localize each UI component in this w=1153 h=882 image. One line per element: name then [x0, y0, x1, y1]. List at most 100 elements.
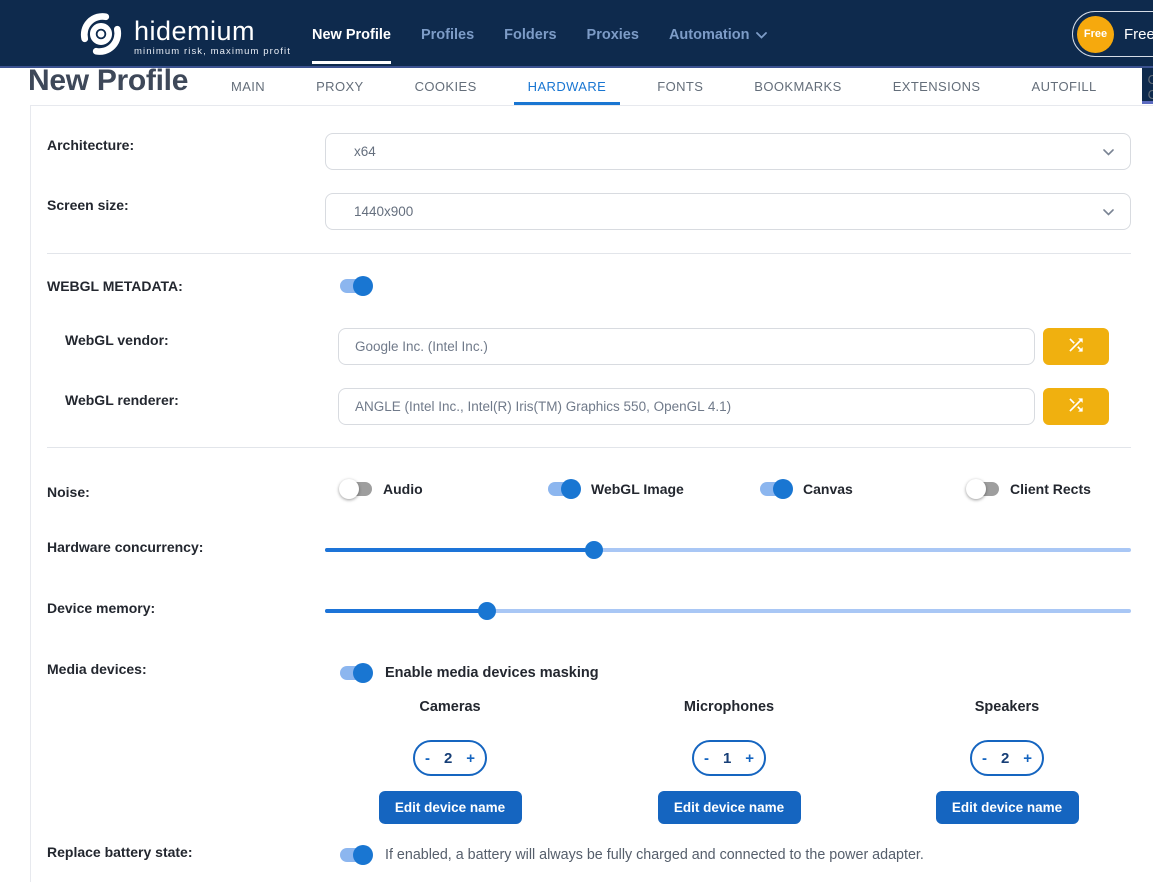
tab-extensions[interactable]: EXTENSIONS	[892, 79, 981, 94]
scrollbar-thumb[interactable]	[1142, 68, 1153, 101]
webgl-renderer-label: WebGL renderer:	[65, 392, 179, 408]
cameras-count: 2	[443, 749, 453, 767]
chevron-down-icon	[1103, 143, 1114, 161]
webgl-renderer-value: ANGLE (Intel Inc., Intel(R) Iris(TM) Gra…	[355, 399, 732, 414]
free-plan-icon: Free	[1077, 15, 1114, 53]
brand[interactable]: hidemium minimum risk, maximum profit	[78, 11, 291, 62]
tab-autofill[interactable]: AUTOFILL	[1031, 79, 1097, 94]
speakers-stepper: - 2 +	[970, 740, 1044, 776]
decrement-button[interactable]: -	[425, 749, 430, 767]
microphones-edit-device-name-button[interactable]: Edit device name	[657, 791, 801, 824]
canvas-noise-toggle[interactable]	[760, 479, 793, 499]
profile-tabs: MAIN PROXY COOKIES HARDWARE FONTS BOOKMA…	[217, 68, 1153, 105]
section-divider	[47, 253, 1131, 254]
media-masking-group: Enable media devices masking	[340, 663, 599, 683]
noise-label: Noise:	[47, 484, 90, 500]
slider-track	[325, 548, 1131, 552]
webgl-renderer-shuffle-button[interactable]	[1043, 388, 1109, 425]
decrement-button[interactable]: -	[982, 749, 987, 767]
replace-battery-group: If enabled, a battery will always be ful…	[340, 845, 924, 865]
client-rects-noise-toggle[interactable]	[966, 479, 999, 499]
canvas-noise-label: Canvas	[803, 481, 853, 497]
tab-other-config[interactable]: OTHER CONFIG	[1147, 72, 1153, 102]
microphones-title: Microphones	[683, 699, 775, 715]
media-masking-toggle[interactable]	[340, 663, 373, 683]
speakers-column: Speakers - 2 + Edit device name	[897, 699, 1117, 824]
cameras-edit-device-name-button[interactable]: Edit device name	[378, 791, 522, 824]
slider-thumb[interactable]	[585, 541, 603, 559]
microphones-column: Microphones - 1 + Edit device name	[619, 699, 839, 824]
webgl-vendor-shuffle-button[interactable]	[1043, 328, 1109, 365]
noise-webgl-image-group: WebGL Image	[548, 479, 684, 499]
scrollbar-track-mark	[1142, 101, 1153, 104]
media-devices-label: Media devices:	[47, 661, 147, 677]
slider-track	[325, 609, 1131, 613]
screen-size-select[interactable]: 1440x900	[325, 193, 1131, 230]
hardware-concurrency-slider[interactable]	[325, 541, 1131, 559]
noise-client-rects-group: Client Rects	[966, 479, 1091, 499]
main-navigation: New Profile Profiles Folders Proxies Aut…	[312, 0, 768, 68]
increment-button[interactable]: +	[745, 749, 754, 767]
nav-item-new-profile[interactable]: New Profile	[312, 3, 391, 66]
replace-battery-toggle[interactable]	[340, 845, 373, 865]
shuffle-icon	[1066, 335, 1086, 358]
speakers-count: 2	[1000, 749, 1010, 767]
webgl-renderer-input[interactable]: ANGLE (Intel Inc., Intel(R) Iris(TM) Gra…	[338, 388, 1035, 425]
top-navbar: hidemium minimum risk, maximum profit Ne…	[0, 0, 1153, 68]
shuffle-icon	[1066, 395, 1086, 418]
nav-item-automation[interactable]: Automation	[669, 3, 768, 66]
decrement-button[interactable]: -	[704, 749, 709, 767]
audio-noise-label: Audio	[383, 481, 423, 497]
webgl-vendor-input[interactable]: Google Inc. (Intel Inc.)	[338, 328, 1035, 365]
slider-thumb[interactable]	[478, 602, 496, 620]
section-divider	[47, 447, 1131, 448]
increment-button[interactable]: +	[466, 749, 475, 767]
webgl-image-noise-toggle[interactable]	[548, 479, 581, 499]
webgl-metadata-toggle[interactable]	[340, 276, 373, 296]
tab-hardware[interactable]: HARDWARE	[513, 68, 621, 105]
noise-canvas-group: Canvas	[760, 479, 853, 499]
cameras-title: Cameras	[419, 699, 481, 715]
slider-fill	[325, 609, 487, 613]
device-memory-slider[interactable]	[325, 602, 1131, 620]
page-title: New Profile	[28, 64, 189, 97]
plan-badge-text: Free trial	[1124, 25, 1153, 43]
tab-bookmarks[interactable]: BOOKMARKS	[754, 79, 842, 94]
client-rects-noise-label: Client Rects	[1010, 481, 1091, 497]
hardware-tab-panel	[30, 105, 1153, 882]
microphones-count: 1	[722, 749, 732, 767]
cameras-column: Cameras - 2 + Edit device name	[340, 699, 560, 824]
webgl-vendor-value: Google Inc. (Intel Inc.)	[355, 339, 488, 354]
speakers-edit-device-name-button[interactable]: Edit device name	[935, 791, 1079, 824]
replace-battery-label: Replace battery state:	[47, 844, 193, 860]
tab-cookies[interactable]: COOKIES	[414, 79, 477, 94]
nav-item-proxies[interactable]: Proxies	[586, 26, 639, 43]
increment-button[interactable]: +	[1023, 749, 1032, 767]
webgl-vendor-label: WebGL vendor:	[65, 332, 169, 348]
hidemium-logo-icon	[78, 11, 124, 62]
brand-name: hidemium	[134, 15, 256, 46]
architecture-label: Architecture:	[47, 137, 135, 153]
chevron-down-icon	[756, 30, 768, 39]
cameras-stepper: - 2 +	[413, 740, 487, 776]
plan-badge[interactable]: Free Free trial	[1072, 11, 1153, 57]
microphones-stepper: - 1 +	[692, 740, 766, 776]
screen-size-value: 1440x900	[354, 204, 414, 219]
audio-noise-toggle[interactable]	[339, 479, 372, 499]
architecture-value: x64	[354, 144, 376, 159]
replace-battery-description: If enabled, a battery will always be ful…	[385, 847, 924, 863]
architecture-select[interactable]: x64	[325, 133, 1131, 170]
hardware-concurrency-label: Hardware concurrency:	[47, 539, 204, 555]
webgl-image-noise-label: WebGL Image	[591, 481, 684, 497]
tab-fonts[interactable]: FONTS	[657, 79, 704, 94]
chevron-down-icon	[1103, 203, 1114, 221]
webgl-metadata-label: WEBGL METADATA:	[47, 278, 183, 294]
nav-item-profiles[interactable]: Profiles	[420, 26, 475, 43]
tab-proxy[interactable]: PROXY	[316, 79, 364, 94]
tab-main[interactable]: MAIN	[231, 79, 266, 94]
slider-fill	[325, 548, 594, 552]
speakers-title: Speakers	[974, 699, 1040, 715]
screen-size-label: Screen size:	[47, 197, 129, 213]
nav-item-folders[interactable]: Folders	[504, 26, 557, 43]
media-masking-label: Enable media devices masking	[385, 665, 599, 681]
